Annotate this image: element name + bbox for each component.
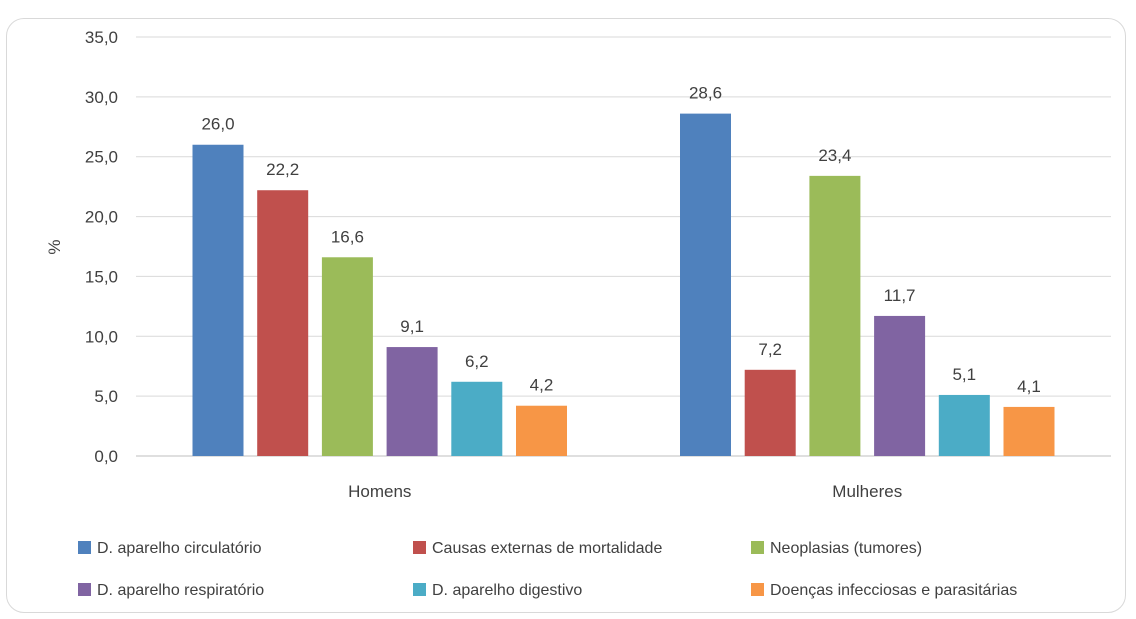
data-label: 4,1 — [1017, 377, 1041, 396]
y-axis-title: % — [45, 239, 64, 254]
legend-swatch — [78, 583, 91, 596]
bar — [451, 381, 503, 456]
data-label: 23,4 — [818, 146, 851, 165]
legend: D. aparelho circulatório Causas externas … — [78, 540, 1017, 599]
legend-swatch — [78, 541, 91, 554]
data-label: 5,1 — [952, 365, 976, 384]
legend-swatch — [751, 541, 764, 554]
data-label: 22,2 — [266, 160, 299, 179]
legend-label: D. aparelho respiratório — [97, 582, 264, 599]
data-label: 16,6 — [331, 227, 364, 246]
data-label: 4,2 — [530, 376, 554, 395]
y-tick-label: 35,0 — [85, 28, 118, 47]
legend-label: Causas externas de mortalidade — [432, 540, 662, 557]
legend-swatch — [413, 541, 426, 554]
bar — [1003, 406, 1055, 456]
y-tick-label: 5,0 — [94, 387, 118, 406]
legend-swatch — [413, 583, 426, 596]
data-labels: 26,0 22,2 16,6 9,1 6,2 4,2 28,6 7,2 23,4 11,7 5,1 4… — [201, 84, 1040, 396]
bar — [938, 394, 990, 456]
y-tick-label: 10,0 — [85, 327, 118, 346]
legend-label: Neoplasias (tumores) — [770, 540, 922, 557]
data-label: 26,0 — [201, 115, 234, 134]
y-tick-label: 0,0 — [94, 447, 118, 466]
data-label: 11,7 — [884, 286, 916, 305]
category-labels: Homens Mulheres — [348, 482, 902, 501]
y-axis-ticks: 0,0 5,0 10,0 15,0 20,0 25,0 30,0 35,0 — [85, 28, 118, 466]
y-tick-label: 30,0 — [85, 88, 118, 107]
data-label: 28,6 — [689, 84, 722, 103]
bar — [386, 347, 438, 456]
legend-label: D. aparelho circulatório — [97, 540, 262, 557]
y-tick-label: 25,0 — [85, 148, 118, 167]
legend-swatch — [751, 583, 764, 596]
bar — [809, 175, 861, 456]
bar — [874, 315, 926, 456]
category-label: Mulheres — [832, 482, 902, 501]
bar — [744, 369, 796, 456]
y-tick-label: 15,0 — [85, 267, 118, 286]
legend-label: Doenças infecciosas e parasitárias — [770, 582, 1017, 599]
data-label: 6,2 — [465, 352, 489, 371]
bar — [321, 257, 373, 456]
bar — [192, 144, 244, 456]
bar — [257, 190, 309, 456]
bar — [680, 113, 731, 457]
data-label: 9,1 — [400, 317, 424, 336]
data-label: 7,2 — [758, 340, 782, 359]
category-label: Homens — [348, 482, 411, 501]
bar — [516, 405, 567, 456]
bars — [192, 113, 1055, 457]
legend-label: D. aparelho digestivo — [432, 582, 582, 599]
y-tick-label: 20,0 — [85, 208, 118, 227]
